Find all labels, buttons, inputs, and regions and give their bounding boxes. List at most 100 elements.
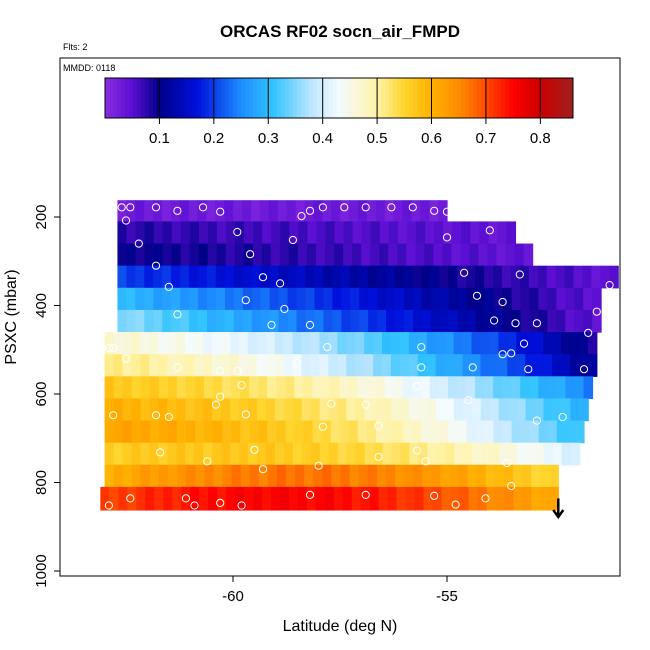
heatmap-cell (113, 442, 124, 466)
heatmap-cell (243, 486, 254, 511)
heatmap-cell (452, 221, 462, 245)
colorbar-swatch (541, 78, 546, 118)
heatmap-cell (204, 420, 214, 444)
heatmap-cell (287, 265, 297, 289)
heatmap-cell (516, 332, 526, 355)
colorbar-swatch (209, 78, 214, 118)
heatmap-cell (462, 332, 473, 355)
sample-point (472, 291, 482, 300)
heatmap-cell (222, 376, 232, 400)
heatmap-cell (185, 354, 195, 377)
colorbar-swatch (201, 78, 206, 118)
heatmap-cell (547, 287, 557, 311)
heatmap-cell (565, 287, 575, 311)
sample-point (430, 206, 439, 215)
heatmap-cell (135, 243, 146, 267)
heatmap-cell (194, 376, 205, 400)
heatmap-cell (113, 376, 124, 400)
heatmap-cell (203, 376, 214, 400)
heatmap-cell (194, 332, 204, 355)
heatmap-cell (511, 309, 522, 333)
heatmap-cell (167, 420, 178, 444)
heatmap-cell (285, 420, 296, 444)
heatmap-cell (113, 398, 124, 422)
heatmap-cell (180, 243, 191, 267)
heatmap-cell (140, 398, 150, 422)
heatmap-cell (484, 287, 495, 311)
heatmap-cell (564, 265, 575, 289)
sample-point (156, 448, 165, 457)
heatmap-cell (475, 376, 485, 400)
heatmap-cell (480, 332, 491, 355)
heatmap-cell (444, 354, 455, 377)
heatmap-cell (546, 265, 557, 289)
heatmap-cell (478, 243, 489, 267)
heatmap-cell (269, 309, 280, 333)
colorbar-tick-label: 0.5 (367, 130, 388, 147)
heatmap-cell (332, 287, 342, 311)
heatmap-cell (321, 376, 332, 400)
sample-point (258, 465, 268, 474)
heatmap-cell (312, 420, 323, 444)
heatmap-cell (368, 287, 378, 311)
heatmap-cell (294, 376, 304, 400)
heatmap-cell (126, 243, 137, 267)
heatmap-cell (252, 486, 263, 511)
heatmap-cell (312, 376, 323, 400)
x-axis-ticks: -60 -55 (222, 576, 458, 605)
heatmap-cell (402, 200, 412, 223)
heatmap-cell (310, 442, 321, 466)
heatmap-cell (484, 376, 494, 400)
y-tick-label: 400 (33, 293, 50, 318)
heatmap-cell (117, 243, 128, 267)
heatmap-cell (441, 486, 452, 511)
sample-point (408, 203, 417, 212)
heatmap-cell (199, 486, 209, 511)
heatmap-cell (516, 442, 527, 466)
heatmap-cell (414, 486, 425, 511)
heatmap-cell (432, 486, 443, 511)
heatmap-cell (325, 243, 335, 267)
heatmap-cell (117, 287, 127, 311)
colorbar-swatch (421, 78, 426, 118)
heatmap-cell (206, 265, 217, 289)
sample-point (241, 410, 250, 419)
heatmap-cell (270, 243, 281, 267)
heatmap-cell (341, 309, 351, 333)
heatmap-cell (153, 243, 164, 267)
heatmap-cell (242, 200, 252, 223)
heatmap-cell (556, 287, 566, 311)
heatmap-cell (565, 309, 575, 333)
sample-point (280, 304, 289, 314)
heatmap-cell (270, 486, 281, 511)
heatmap-cell (328, 354, 338, 377)
heatmap-cell (215, 200, 225, 223)
heatmap-cell (583, 309, 593, 333)
heatmap-cell (552, 442, 563, 466)
heatmap-cell (394, 420, 404, 444)
heatmap-cell (476, 464, 487, 488)
colorbar-swatch (409, 78, 414, 118)
heatmap-cell (167, 354, 177, 377)
heatmap-cell (303, 420, 314, 444)
heatmap-cell (213, 464, 224, 488)
heatmap-cell (495, 486, 505, 511)
heatmap-cell (488, 221, 498, 245)
heatmap-cell (520, 376, 530, 400)
heatmap-cell (592, 287, 602, 311)
heatmap-cell (453, 398, 464, 422)
heatmap-cell (229, 354, 240, 377)
heatmap-cell (471, 398, 482, 422)
heatmap-cell (304, 464, 314, 488)
heatmap-cell (556, 420, 567, 444)
heatmap-cell (126, 309, 136, 333)
colorbar-swatch (145, 78, 150, 118)
heatmap-cell (203, 398, 213, 422)
colorbar-swatch (309, 78, 314, 118)
heatmap-cell (504, 486, 514, 511)
heatmap-cell (226, 221, 236, 245)
heatmap-cell (466, 420, 477, 444)
colorbar-tick-label: 0.2 (203, 130, 224, 147)
heatmap-cell (574, 287, 584, 311)
heatmap-cell (171, 221, 182, 245)
